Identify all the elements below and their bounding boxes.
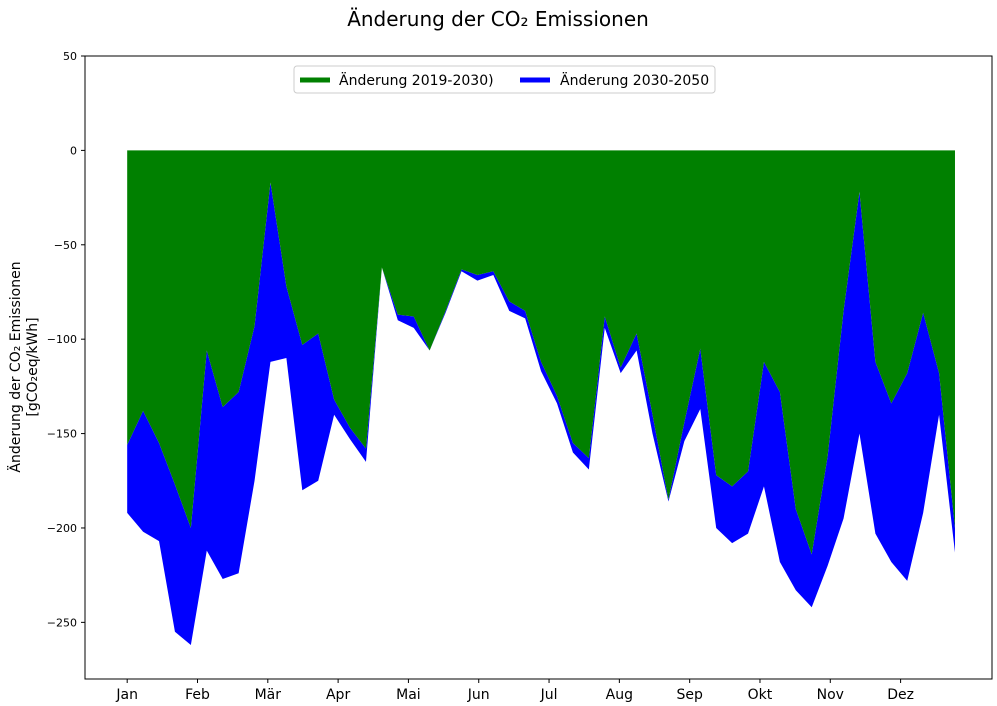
y-tick-label: −150 [47, 428, 77, 441]
x-tick-label: Dez [887, 687, 914, 703]
x-tick-label: Jun [467, 687, 490, 703]
y-tick-label: 50 [63, 50, 77, 63]
x-tick-label: Feb [185, 687, 210, 703]
y-axis-label-line2: [gCO₂eq/kWh] [25, 317, 41, 416]
y-tick-label: −250 [47, 616, 77, 629]
x-axis: Jan Feb Mär Apr Mai Jun Jul Aug Sep Okt Nov Dez [115, 679, 914, 703]
legend-label-1: Änderung 2019-2030) [339, 71, 494, 89]
y-tick-label: 0 [70, 144, 77, 157]
x-tick-label: Jul [540, 687, 558, 703]
x-tick-label: Mai [396, 687, 421, 703]
y-tick-label: −50 [54, 239, 77, 252]
x-tick-label: Jan [115, 687, 138, 703]
chart-title: Änderung der CO₂ Emissionen [347, 7, 649, 31]
x-tick-label: Apr [326, 687, 350, 703]
x-tick-label: Nov [817, 687, 844, 703]
x-tick-label: Sep [676, 687, 703, 703]
y-tick-label: −100 [47, 333, 77, 346]
legend-box [293, 65, 716, 94]
x-tick-label: Aug [606, 687, 633, 703]
y-axis-label-line1: Änderung der CO₂ Emissionen [6, 261, 24, 472]
plot-area [84, 55, 993, 680]
x-tick-label: Okt [748, 687, 773, 703]
plot-frame [84, 55, 993, 680]
y-axis: 50 0 −50 −100 −150 −200 −250 [47, 50, 85, 629]
legend: Änderung 2019-2030) Änderung 2030-2050 [293, 65, 716, 94]
area-series-1 [127, 150, 955, 555]
y-axis-label: Änderung der CO₂ Emissionen [gCO₂eq/kWh] [6, 261, 41, 472]
y-tick-label: −200 [47, 522, 77, 535]
legend-label-2: Änderung 2030-2050 [560, 71, 709, 89]
area-series-2 [127, 182, 955, 646]
area-layer [127, 150, 955, 646]
x-tick-label: Mär [255, 687, 282, 703]
